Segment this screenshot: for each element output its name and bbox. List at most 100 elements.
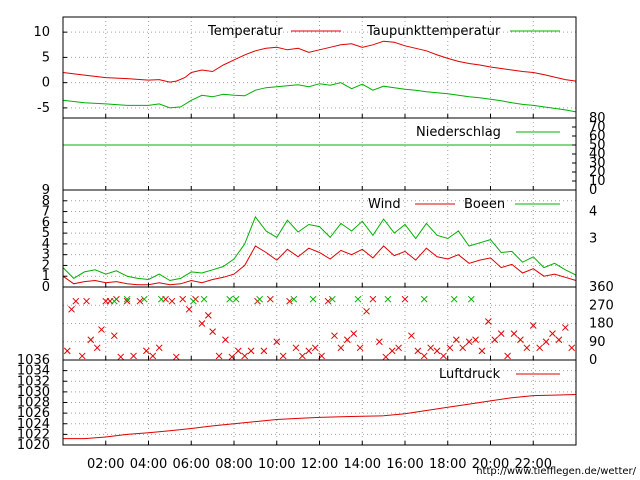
y-tick-label: 1026 [17,406,50,421]
y-tick-label: 2 [42,258,50,273]
data-point [491,336,499,344]
data-point [459,344,467,352]
y-tick-label: 90 [589,335,606,350]
x-tick-label: 08:00 [215,457,252,472]
data-point [123,297,131,305]
data-point [504,352,511,360]
x-tick-label: 12:00 [301,457,338,472]
y-tick-label: 6 [42,215,50,230]
data-point [401,295,409,303]
y-tick-label: 1036 [17,353,50,368]
series-line [62,40,577,83]
data-point [198,320,206,327]
data-point [414,347,422,355]
data-point [63,347,71,355]
y-tick-label: 180 [589,317,614,332]
series-line [63,394,577,440]
y-tick-label: 10 [33,25,50,40]
legend-label: Taupunkttemperatur [366,24,501,39]
x-tick-label: 18:00 [429,457,466,472]
data-point [98,326,105,333]
y-tick-label: 0 [589,353,597,368]
data-point [179,295,187,303]
y-tick-label: 1032 [17,374,50,389]
data-point [363,307,370,315]
data-point [185,305,193,313]
data-point [478,347,486,355]
y-tick-label: 1022 [17,427,50,442]
data-point [168,297,176,305]
series-line [62,215,577,282]
data-point [215,352,223,360]
data-point [388,347,396,355]
data-point [260,347,268,355]
y-tick-label: 3 [42,248,50,263]
data-point [83,297,90,305]
data-point [172,353,180,361]
data-point [497,330,505,337]
y-tick-label: 5 [42,50,50,65]
x-tick-label: 04:00 [130,457,167,472]
data-point [209,328,216,335]
y-tick-label: 50 [589,138,606,153]
data-point [452,336,460,344]
y-tick-label: 0 [42,76,50,91]
data-point [465,338,473,346]
y-tick-label: 0 [42,280,50,295]
data-point [72,297,80,305]
y-tick-label: 1030 [17,385,50,400]
data-point [324,297,332,305]
data-point [279,352,287,360]
y-tick-label: 80 [589,111,606,126]
data-point [200,295,208,303]
y-tick-label: 270 [589,298,614,313]
data-point [529,322,537,329]
series-layer [62,40,577,440]
data-point [328,295,336,303]
legend-label: Luftdruck [439,367,501,382]
data-point [568,344,576,352]
data-point [247,347,255,355]
y-tick-label: 8 [42,194,50,209]
legend-label: Boeen [464,197,505,212]
data-point [117,353,125,361]
data-point [149,352,157,360]
y-tick-label: 1 [42,269,50,284]
y2-tick-label: 3 [589,232,597,247]
data-point [517,336,524,344]
data-point [536,344,544,352]
data-point [420,295,428,303]
y-tick-label: 1028 [17,396,50,411]
data-point [485,318,492,325]
data-point [299,352,306,360]
data-point [433,347,441,355]
data-point [234,347,242,355]
data-point [523,344,531,352]
legend-label: Niederschlag [416,125,501,140]
data-point [472,336,479,344]
data-point [292,344,300,352]
y-tick-label: 0 [589,183,597,198]
data-point [440,352,447,360]
data-point [286,297,293,305]
data-point [123,295,131,303]
frame-layer [62,16,577,446]
data-point [157,295,165,303]
data-point [309,295,317,303]
panel-frame [62,359,577,446]
x-tick-label: 06:00 [173,457,210,472]
data-point [549,330,556,337]
legend-label: Wind [368,197,401,212]
data-point [222,336,229,344]
data-point [305,347,313,355]
data-point [542,338,550,346]
data-point [375,338,383,346]
y-tick-label: 60 [589,129,606,144]
y-tick-label: -5 [37,101,50,116]
y-tick-label: 30 [589,156,606,171]
data-point [331,332,338,340]
y-tick-label: 5 [42,226,50,241]
y-tick-label: 9 [42,183,50,198]
x-tick-label: 16:00 [386,457,423,472]
data-point [110,297,118,305]
